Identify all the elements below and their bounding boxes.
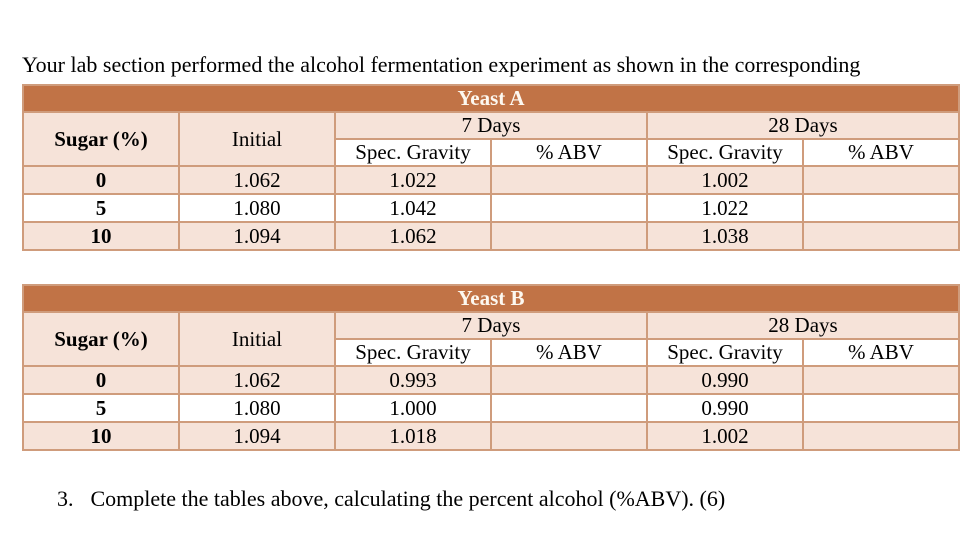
table-row: 10 1.094 1.018 1.002	[22, 421, 960, 451]
cell-initial: 1.062	[178, 365, 336, 395]
cell-abv-7d	[490, 193, 648, 223]
col-header-abv-28d: % ABV	[802, 338, 960, 367]
cell-spec-gravity-28d: 1.022	[646, 193, 804, 223]
cell-abv-28d	[802, 193, 960, 223]
col-header-abv-28d: % ABV	[802, 138, 960, 167]
cell-initial: 1.094	[178, 421, 336, 451]
cell-spec-gravity-7d: 1.022	[334, 165, 492, 195]
cell-sugar: 5	[22, 393, 180, 423]
cell-abv-28d	[802, 221, 960, 251]
cell-abv-7d	[490, 365, 648, 395]
cell-spec-gravity-28d: 1.002	[646, 165, 804, 195]
col-header-28-days: 28 Days	[646, 111, 960, 140]
table-title: Yeast B	[22, 284, 960, 313]
table-title: Yeast A	[22, 84, 960, 113]
table-header-row: Sugar (%) Initial 7 Days 28 Days	[22, 111, 960, 167]
cell-abv-7d	[490, 221, 648, 251]
cell-spec-gravity-7d: 1.042	[334, 193, 492, 223]
cell-abv-28d	[802, 365, 960, 395]
table-title-row: Yeast A	[22, 84, 960, 113]
col-header-abv-7d: % ABV	[490, 338, 648, 367]
cell-sugar: 5	[22, 193, 180, 223]
intro-line-1: Your lab section performed the alcohol f…	[22, 52, 861, 77]
table-subheader-row: Spec. Gravity % ABV Spec. Gravity % ABV	[23, 138, 960, 167]
col-header-sugar: Sugar (%)	[22, 111, 180, 167]
col-header-7-days: 7 Days	[334, 111, 648, 140]
question-item: 3. Complete the tables above, calculating…	[57, 486, 725, 512]
cell-spec-gravity-28d: 1.038	[646, 221, 804, 251]
cell-abv-28d	[802, 421, 960, 451]
table-title-row: Yeast B	[22, 284, 960, 313]
question-number: 3.	[57, 486, 74, 511]
col-header-abv-7d: % ABV	[490, 138, 648, 167]
cell-initial: 1.080	[178, 393, 336, 423]
col-header-28-days: 28 Days	[646, 311, 960, 340]
cell-spec-gravity-7d: 0.993	[334, 365, 492, 395]
cell-initial: 1.062	[178, 165, 336, 195]
table-header-row: Sugar (%) Initial 7 Days 28 Days	[22, 311, 960, 367]
cell-sugar: 0	[22, 365, 180, 395]
cell-abv-28d	[802, 165, 960, 195]
table-row: 5 1.080 1.042 1.022	[22, 193, 960, 223]
cell-spec-gravity-28d: 0.990	[646, 393, 804, 423]
cell-spec-gravity-28d: 0.990	[646, 365, 804, 395]
cell-abv-7d	[490, 393, 648, 423]
cell-sugar: 10	[22, 221, 180, 251]
cell-abv-7d	[490, 421, 648, 451]
cell-abv-7d	[490, 165, 648, 195]
cell-sugar: 0	[22, 165, 180, 195]
cell-spec-gravity-28d: 1.002	[646, 421, 804, 451]
yeast-b-table: Yeast B Sugar (%) Initial 7 Days 28 Days…	[22, 284, 960, 451]
col-header-initial: Initial	[178, 111, 336, 167]
col-header-spec-gravity-7d: Spec. Gravity	[334, 338, 492, 367]
yeast-a-table: Yeast A Sugar (%) Initial 7 Days 28 Days…	[22, 84, 960, 251]
cell-spec-gravity-7d: 1.062	[334, 221, 492, 251]
table-row: 10 1.094 1.062 1.038	[22, 221, 960, 251]
col-header-spec-gravity-7d: Spec. Gravity	[334, 138, 492, 167]
cell-spec-gravity-7d: 1.018	[334, 421, 492, 451]
table-row: 5 1.080 1.000 0.990	[22, 393, 960, 423]
col-header-spec-gravity-28d: Spec. Gravity	[646, 338, 804, 367]
col-header-7-days: 7 Days	[334, 311, 648, 340]
cell-abv-28d	[802, 393, 960, 423]
col-header-initial: Initial	[178, 311, 336, 367]
table-row: 0 1.062 0.993 0.990	[22, 365, 960, 395]
table-row: 0 1.062 1.022 1.002	[22, 165, 960, 195]
cell-spec-gravity-7d: 1.000	[334, 393, 492, 423]
table-subheader-row: Spec. Gravity % ABV Spec. Gravity % ABV	[23, 338, 960, 367]
col-header-spec-gravity-28d: Spec. Gravity	[646, 138, 804, 167]
cell-initial: 1.080	[178, 193, 336, 223]
cell-initial: 1.094	[178, 221, 336, 251]
question-text: Complete the tables above, calculating t…	[90, 486, 726, 511]
cell-sugar: 10	[22, 421, 180, 451]
col-header-sugar: Sugar (%)	[22, 311, 180, 367]
